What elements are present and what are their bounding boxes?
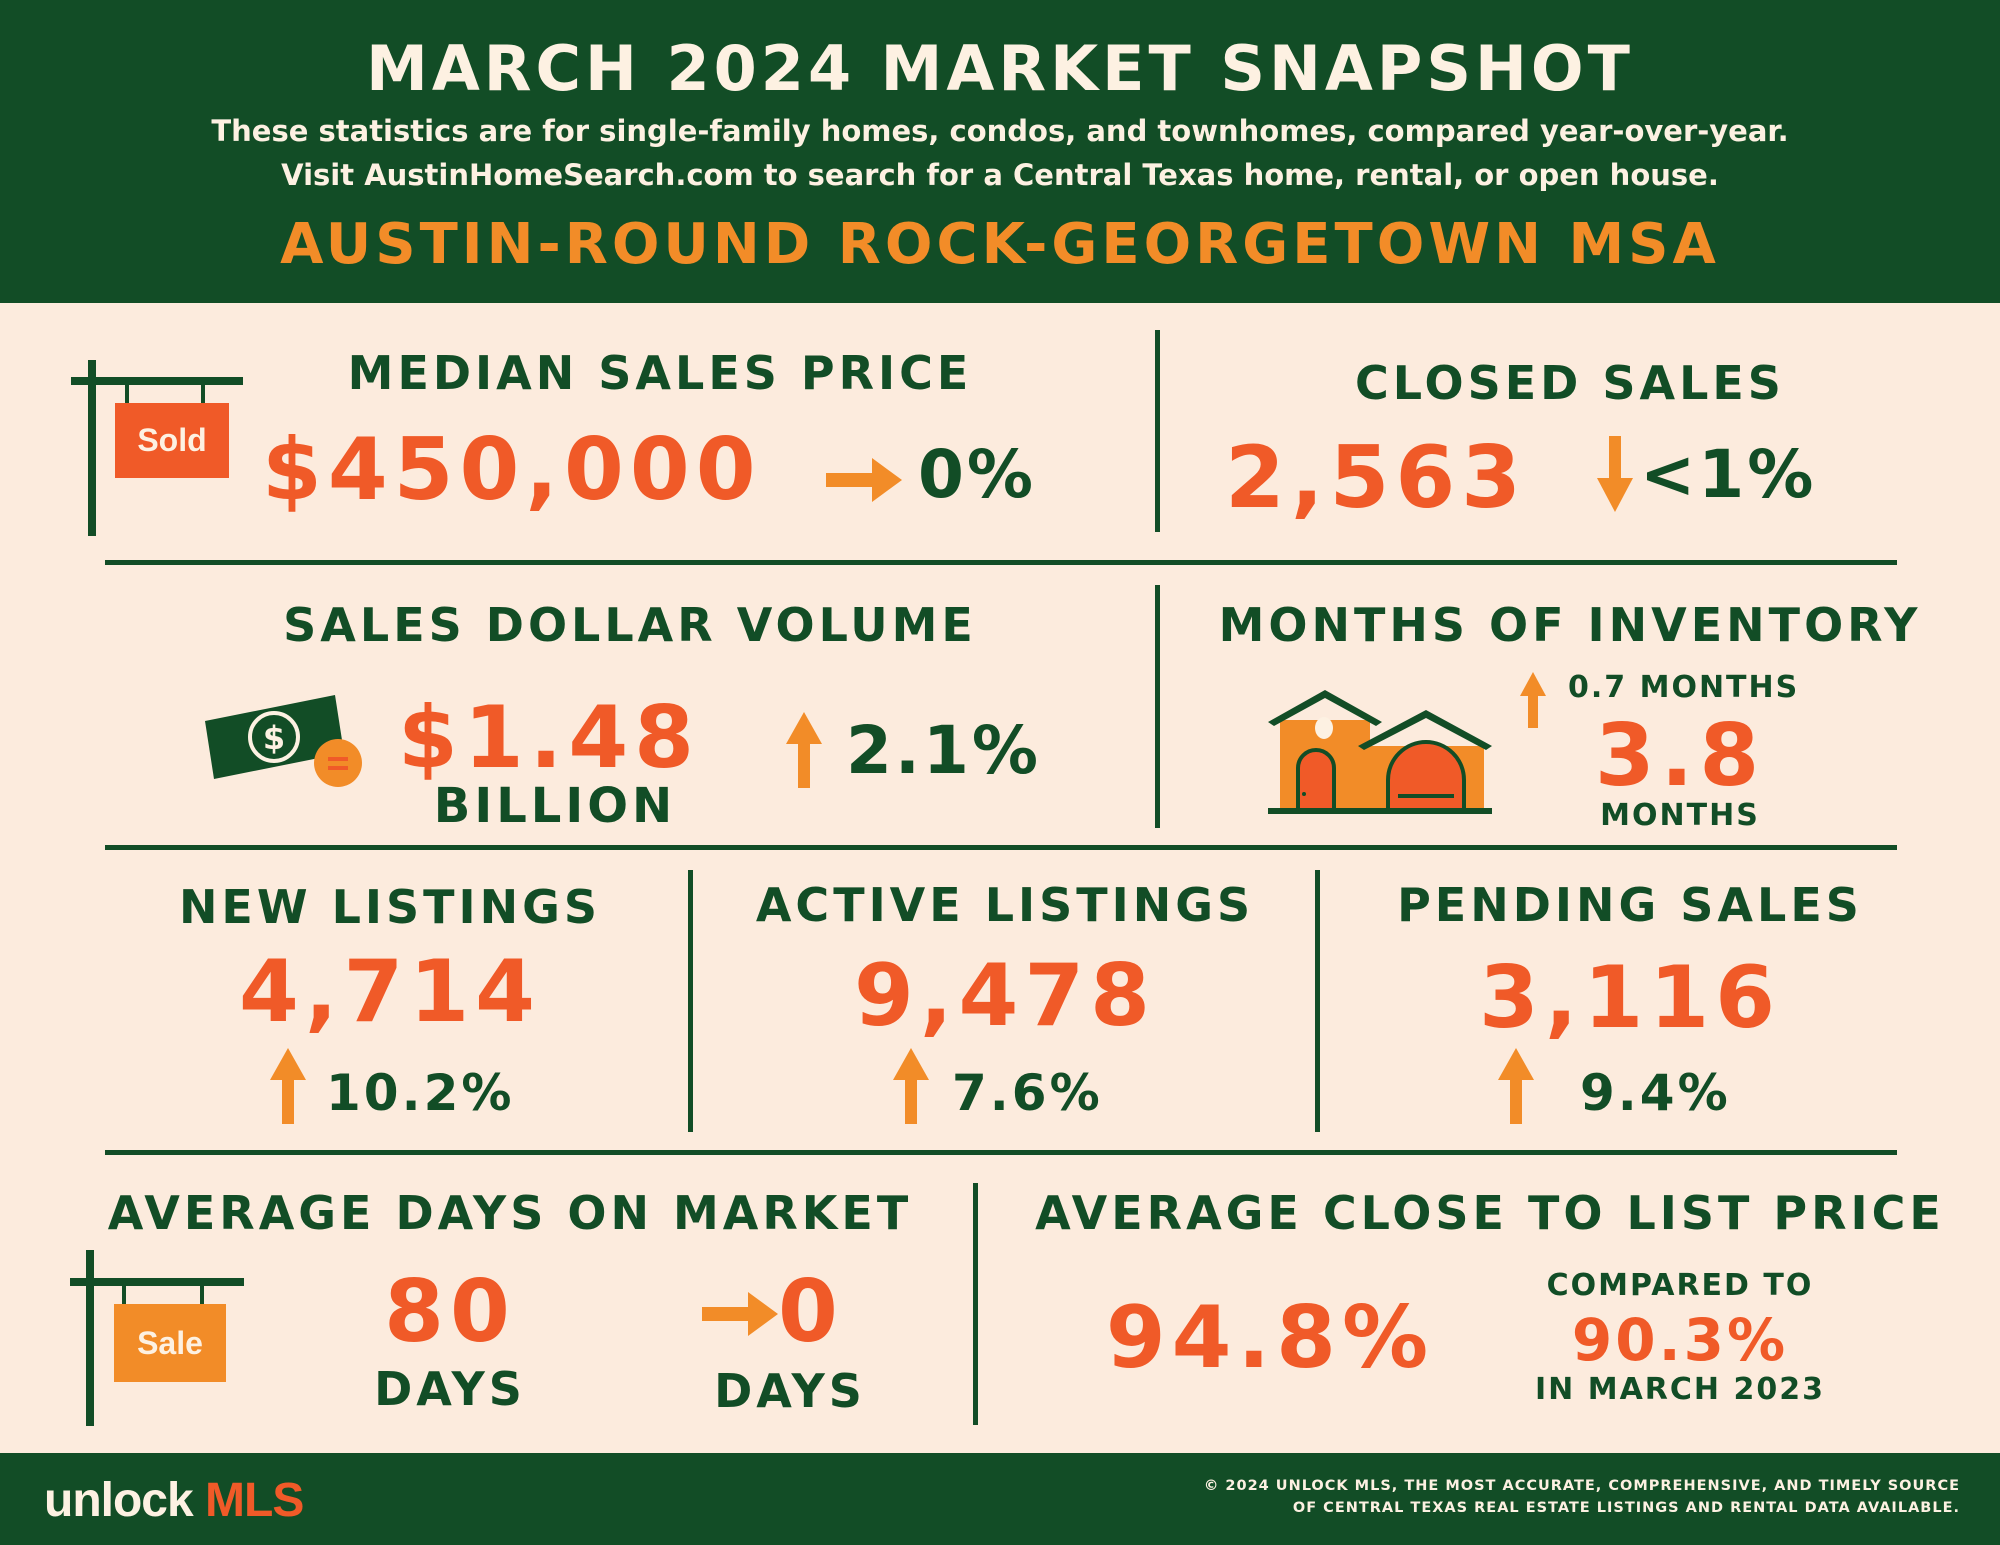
copyright-line-1: © 2024 UNLOCK MLS, THE MOST ACCURATE, CO… (1203, 1478, 1960, 1494)
median-sales-price-change: 0% (918, 436, 1037, 513)
divider-horizontal (105, 845, 1897, 850)
avg-days-on-market-change-unit: DAYS (714, 1364, 866, 1418)
divider-horizontal (105, 560, 1897, 565)
arrow-up-icon (893, 1048, 929, 1124)
arrow-up-icon (270, 1048, 306, 1124)
sales-dollar-volume-label: SALES DOLLAR VOLUME (283, 598, 977, 652)
subtitle-line-2: Visit AustinHomeSearch.com to search for… (281, 158, 1719, 192)
arrow-down-icon (1597, 436, 1633, 512)
median-sales-price-value: $450,000 (262, 420, 762, 520)
active-listings-value: 9,478 (853, 946, 1157, 1046)
copyright-notice: © 2024 UNLOCK MLS, THE MOST ACCURATE, CO… (1204, 1475, 1960, 1519)
copyright-line-2: OF CENTRAL TEXAS REAL ESTATE LISTINGS AN… (1292, 1500, 1960, 1516)
logo-unlock: unlock (44, 1474, 194, 1527)
divider-vertical (1155, 330, 1160, 532)
avg-close-to-list-label: AVERAGE CLOSE TO LIST PRICE (1035, 1186, 1945, 1240)
arrow-up-icon (786, 712, 822, 788)
sale-sign-icon: Sale (68, 1250, 248, 1426)
sold-sign-icon: Sold (68, 360, 248, 536)
closed-sales-change: <1% (1640, 436, 1817, 513)
avg-days-on-market-unit: DAYS (374, 1362, 526, 1416)
months-of-inventory-unit: MONTHS (1600, 798, 1760, 833)
active-listings-label: ACTIVE LISTINGS (755, 878, 1255, 932)
divider-horizontal (105, 1150, 1897, 1155)
new-listings-change: 10.2% (326, 1064, 515, 1122)
subtitle-line-1: These statistics are for single-family h… (211, 114, 1789, 148)
sales-dollar-volume-change: 2.1% (846, 712, 1042, 789)
money-bill-icon: $ (200, 695, 364, 795)
closed-sales-value: 2,563 (1225, 428, 1528, 528)
arrow-right-icon (702, 1292, 778, 1336)
avg-days-on-market-label: AVERAGE DAYS ON MARKET (107, 1186, 913, 1240)
svg-text:Sale: Sale (137, 1325, 203, 1361)
divider-vertical (1315, 870, 1320, 1132)
closed-sales-label: CLOSED SALES (1355, 356, 1785, 410)
divider-vertical (973, 1183, 978, 1425)
new-listings-value: 4,714 (238, 942, 542, 1042)
months-of-inventory-label: MONTHS OF INVENTORY (1218, 598, 1922, 652)
arrow-up-icon (1520, 672, 1546, 728)
svg-text:Sold: Sold (137, 422, 206, 458)
divider-vertical (688, 870, 693, 1132)
logo-mls: MLS (205, 1474, 304, 1527)
sales-dollar-volume-unit: BILLION (433, 778, 677, 834)
pending-sales-label: PENDING SALES (1397, 878, 1863, 932)
active-listings-change: 7.6% (952, 1064, 1103, 1122)
avg-days-on-market-value: 80 (384, 1262, 516, 1362)
arrow-up-icon (1498, 1048, 1534, 1124)
svg-text:$: $ (263, 719, 285, 757)
months-of-inventory-value: 3.8 (1594, 706, 1766, 806)
unlock-mls-logo: unlock MLS (44, 1473, 304, 1528)
median-sales-price-label: MEDIAN SALES PRICE (347, 346, 973, 400)
compared-period: IN MARCH 2023 (1535, 1372, 1825, 1407)
footer: unlock MLS © 2024 UNLOCK MLS, THE MOST A… (0, 1453, 2000, 1545)
new-listings-label: NEW LISTINGS (178, 880, 602, 934)
compared-to-label: COMPARED TO (1546, 1268, 1814, 1303)
avg-close-to-list-value: 94.8% (1105, 1288, 1435, 1388)
page-title: MARCH 2024 MARKET SNAPSHOT (366, 32, 1634, 105)
sales-dollar-volume-value: $1.48 (398, 688, 701, 788)
divider-vertical (1155, 585, 1160, 828)
pending-sales-change: 9.4% (1580, 1064, 1731, 1122)
house-icon (1268, 690, 1492, 816)
months-of-inventory-change: 0.7 MONTHS (1568, 670, 1800, 705)
header-banner: MARCH 2024 MARKET SNAPSHOT These statist… (0, 0, 2000, 303)
region-title: AUSTIN-ROUND ROCK-GEORGETOWN MSA (280, 212, 1720, 277)
arrow-right-icon (826, 458, 902, 502)
compared-value: 90.3% (1571, 1306, 1789, 1374)
pending-sales-value: 3,116 (1478, 948, 1782, 1048)
avg-days-on-market-change: 0 (778, 1262, 844, 1362)
